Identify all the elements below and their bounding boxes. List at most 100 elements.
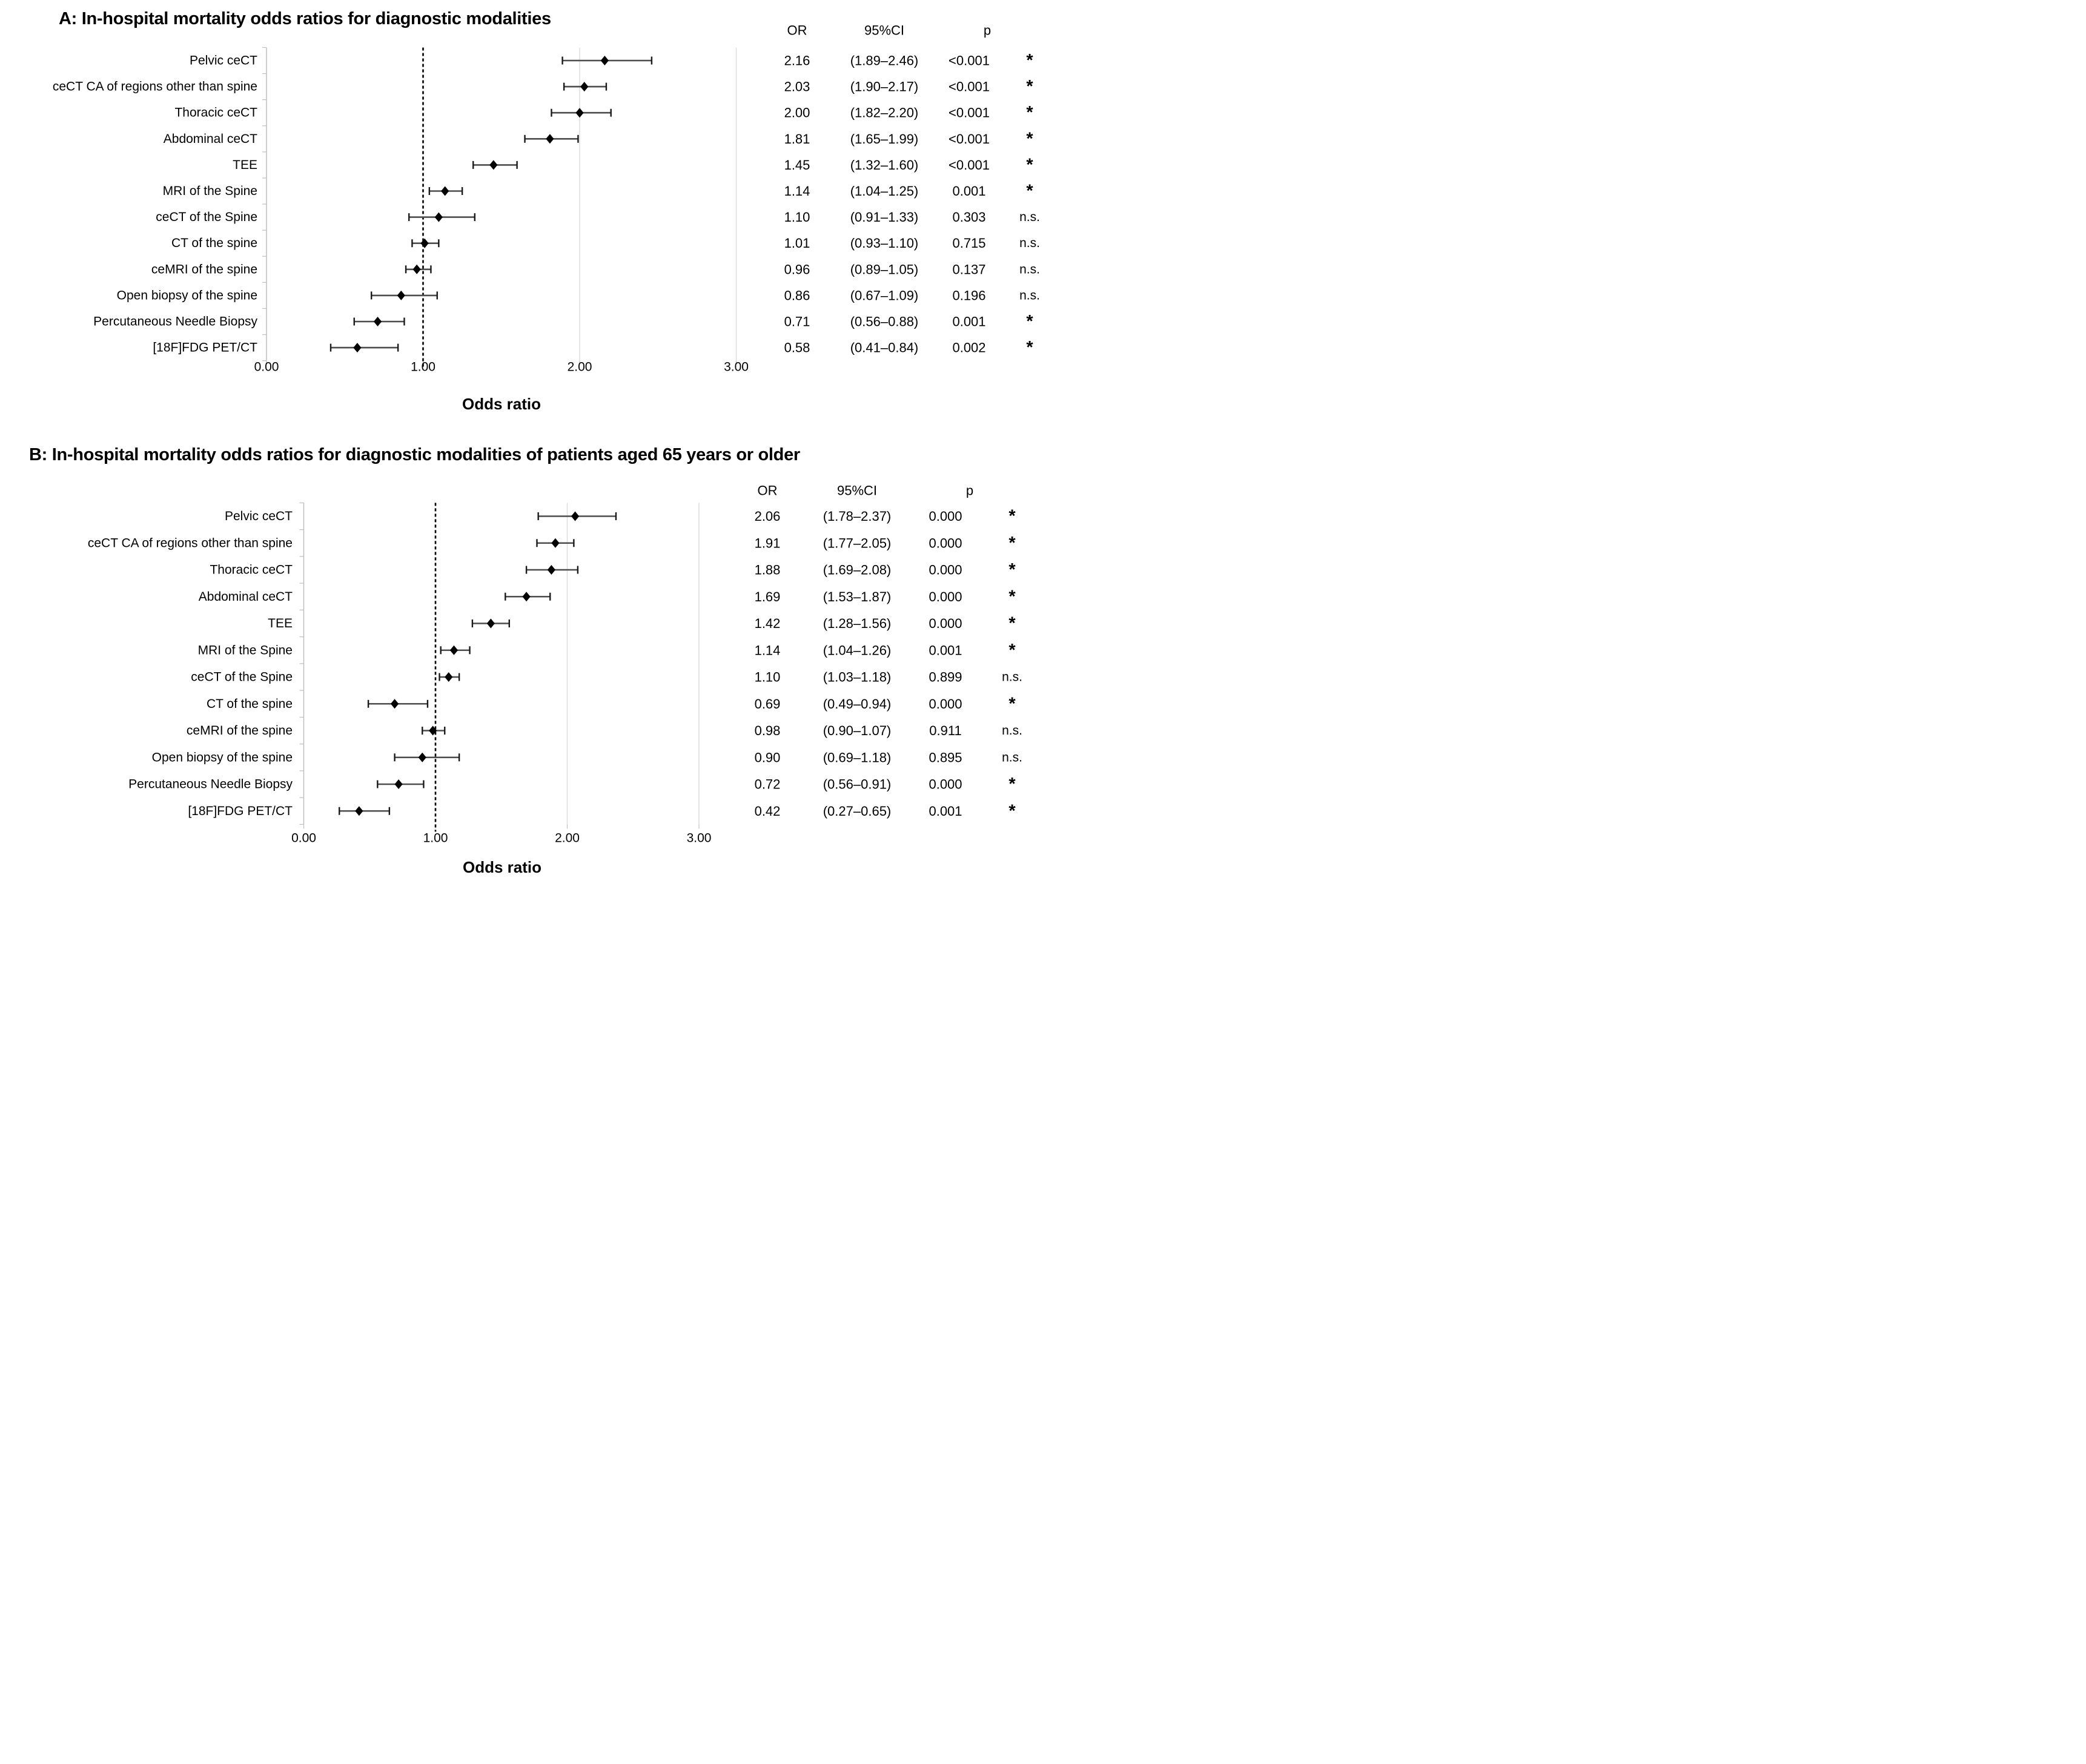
ci-value: (0.93–1.10) (850, 236, 919, 251)
or-marker (353, 343, 362, 353)
or-marker (486, 618, 495, 629)
significance-asterisk: * (1008, 533, 1016, 553)
ci-value: (0.89–1.05) (850, 262, 919, 277)
ci-value: (1.78–2.37) (823, 509, 892, 524)
significance-ns: n.s. (1002, 724, 1022, 738)
ci-value: (1.90–2.17) (850, 79, 919, 94)
table-header-ci: 95%CI (837, 483, 877, 498)
p-value: <0.001 (949, 157, 990, 173)
panel-a-title: A: In-hospital mortality odds ratios for… (59, 9, 551, 28)
p-value: 0.895 (929, 750, 962, 765)
ci-value: (1.69–2.08) (823, 563, 892, 578)
or-marker (355, 806, 363, 816)
row-label: [18F]FDG PET/CT (188, 804, 293, 818)
ci-value: (0.90–1.07) (823, 723, 892, 738)
forest-plots-canvas: 0.00 1.00 2.00 3.00 Odds ratio OR 95%CI p Pelvic… (53, 23, 1040, 877)
or-marker (449, 645, 459, 655)
table-header-p: p (966, 483, 973, 498)
row-label: ceCT of the Spine (191, 670, 293, 684)
or-value: 0.42 (755, 804, 781, 819)
row-label: ceCT of the Spine (156, 210, 257, 224)
significance-ns: n.s. (1002, 670, 1022, 684)
p-value: 0.001 (952, 183, 985, 199)
or-value: 2.03 (784, 79, 810, 94)
ci-value: (1.28–1.56) (823, 616, 892, 631)
significance-ns: n.s. (1019, 236, 1040, 250)
or-value: 0.69 (755, 696, 781, 712)
row-label: MRI of the Spine (163, 184, 257, 198)
or-value: 2.16 (784, 53, 810, 68)
ci-value: (0.56–0.91) (823, 777, 892, 792)
or-value: 0.71 (784, 314, 810, 329)
forest-plot-figure: A: In-hospital mortality odds ratios for… (0, 0, 1043, 882)
p-value: 0.000 (929, 589, 962, 604)
p-value: 0.899 (929, 670, 962, 685)
or-value: 2.06 (755, 509, 781, 524)
or-value: 1.10 (784, 210, 810, 225)
significance-asterisk: * (1026, 182, 1033, 201)
or-marker (547, 565, 555, 575)
ci-value: (1.03–1.18) (823, 670, 892, 685)
row-label: ceCT CA of regions other than spine (88, 536, 293, 550)
or-value: 1.42 (755, 616, 781, 631)
p-value: <0.001 (949, 53, 990, 68)
significance-asterisk: * (1026, 338, 1033, 357)
row-label: Pelvic ceCT (190, 54, 257, 68)
significance-asterisk: * (1008, 775, 1016, 794)
row-label: MRI of the Spine (198, 643, 293, 657)
row-label: ceMRI of the spine (151, 262, 257, 276)
or-marker (571, 511, 580, 521)
or-value: 0.96 (784, 262, 810, 277)
or-value: 0.72 (755, 777, 781, 792)
or-value: 0.86 (784, 288, 810, 303)
or-marker (600, 56, 609, 65)
or-marker (434, 212, 443, 222)
table-header-p: p (984, 23, 991, 38)
significance-asterisk: * (1008, 507, 1016, 526)
row-label: Abdominal ceCT (164, 132, 257, 146)
or-value: 1.81 (784, 131, 810, 147)
significance-asterisk: * (1008, 614, 1016, 633)
ci-value: (1.65–1.99) (850, 131, 919, 147)
row-label: CT of the spine (171, 236, 257, 250)
or-value: 1.14 (755, 643, 781, 658)
or-marker (397, 290, 405, 300)
panel-a-plot: 0.00 1.00 2.00 3.00 Odds ratio OR 95%CI p Pelvic… (53, 23, 1040, 414)
or-marker (580, 82, 589, 92)
panel-b-plot: 0.00 1.00 2.00 3.00 Odds ratio OR 95%CI p Pelvic… (88, 483, 1022, 877)
or-marker (441, 186, 449, 196)
or-marker (575, 108, 584, 118)
significance-asterisk: * (1026, 77, 1033, 96)
p-value: 0.001 (929, 804, 962, 819)
or-value: 1.10 (755, 670, 781, 685)
or-marker (429, 725, 437, 736)
or-value: 1.69 (755, 589, 781, 604)
significance-asterisk: * (1026, 155, 1033, 174)
p-value: 0.000 (929, 563, 962, 578)
or-value: 0.90 (755, 750, 781, 765)
row-label: Thoracic ceCT (210, 563, 293, 577)
p-value: 0.001 (952, 314, 985, 329)
significance-asterisk: * (1008, 560, 1016, 580)
p-value: 0.303 (952, 210, 985, 225)
significance-asterisk: * (1026, 103, 1033, 122)
row-label: CT of the spine (207, 697, 293, 711)
ci-value: (1.04–1.25) (850, 183, 919, 199)
x-tick-label: 0.00 (254, 360, 279, 374)
or-marker (522, 592, 531, 602)
ci-value: (1.32–1.60) (850, 157, 919, 173)
significance-asterisk: * (1008, 587, 1016, 606)
ci-value: (1.04–1.26) (823, 643, 892, 658)
significance-asterisk: * (1026, 312, 1033, 331)
table-header-ci: 95%CI (864, 23, 904, 38)
or-value: 2.00 (784, 105, 810, 121)
row-label: Abdominal ceCT (199, 590, 293, 604)
x-tick-label: 0.00 (291, 831, 316, 845)
x-axis-title: Odds ratio (462, 395, 541, 413)
or-marker (394, 779, 403, 789)
row-label: Percutaneous Needle Biopsy (93, 315, 257, 329)
or-value: 1.88 (755, 563, 781, 578)
significance-asterisk: * (1026, 129, 1033, 148)
row-label: ceMRI of the spine (187, 724, 293, 738)
p-value: 0.000 (929, 509, 962, 524)
